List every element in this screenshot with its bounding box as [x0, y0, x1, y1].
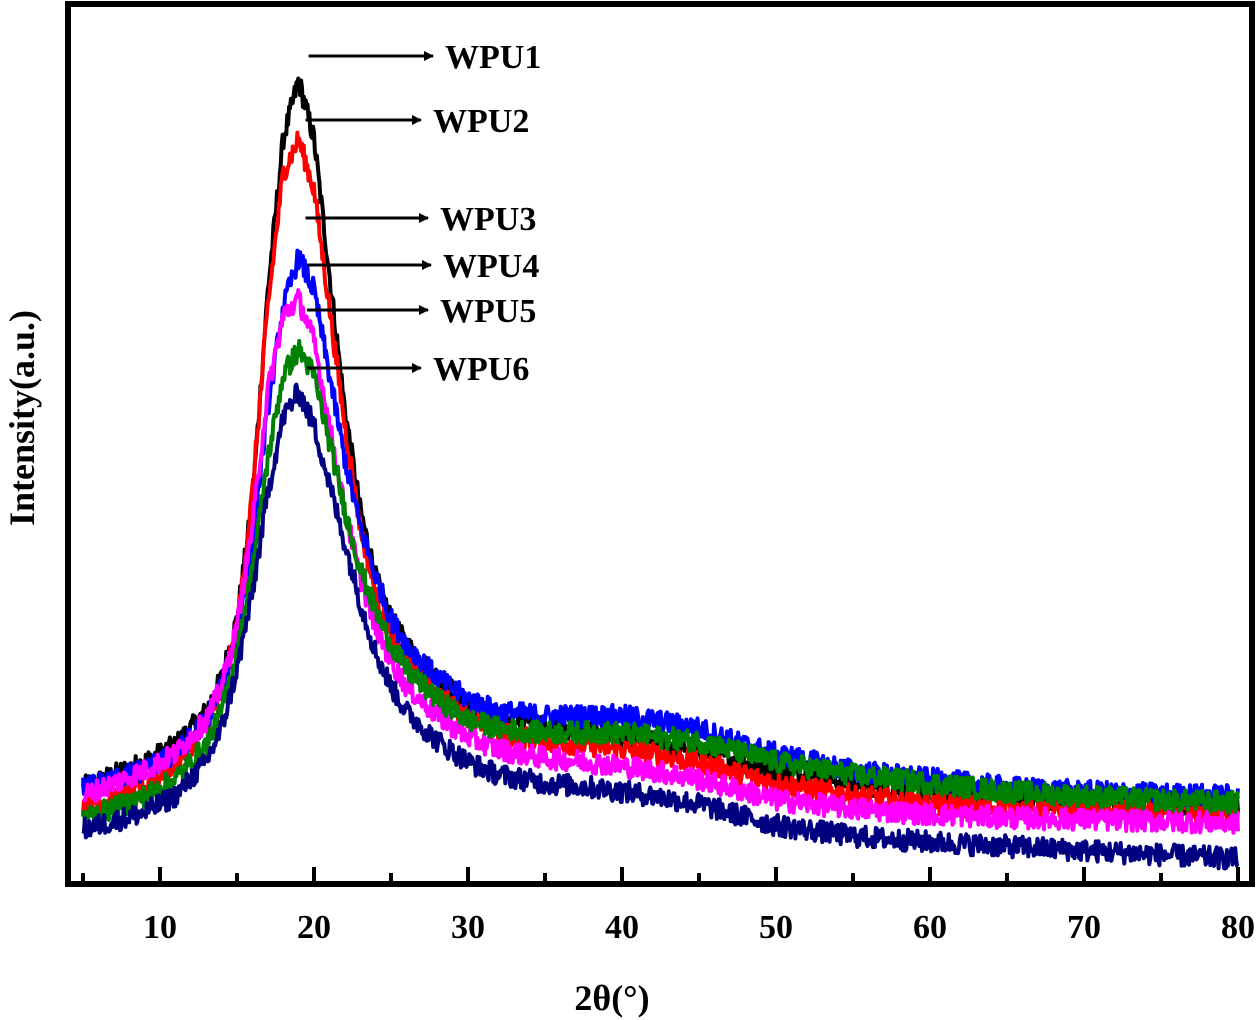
x-tick-label: 70	[1067, 909, 1101, 946]
x-tick-label: 50	[759, 909, 793, 946]
x-tick-label: 80	[1221, 909, 1255, 946]
annotation-label-wpu3: WPU3	[440, 201, 536, 238]
series-layer	[81, 76, 1240, 871]
annotation-label-wpu5: WPU5	[440, 293, 536, 330]
x-axis-title: 2θ(°)	[574, 978, 649, 1018]
x-tick-label: 40	[605, 909, 639, 946]
series-line-wpu6	[81, 382, 1240, 871]
x-tick-label: 60	[913, 909, 947, 946]
x-tick-label: 10	[143, 909, 177, 946]
series-line-wpu5	[81, 339, 1240, 825]
series-line-wpu4	[81, 288, 1240, 835]
plot-frame	[65, 1, 1255, 887]
x-axis-ticks	[81, 867, 1240, 881]
annotation-label-wpu4: WPU4	[443, 248, 539, 285]
annotation-label-wpu2: WPU2	[433, 103, 529, 140]
annotation-label-wpu1: WPU1	[445, 39, 541, 76]
x-tick-label: 30	[451, 909, 485, 946]
series-annotations: WPU1 WPU2 WPU3 WPU4 WPU5 WPU6	[305, 39, 541, 388]
y-axis-title: Intensity(a.u.)	[2, 310, 42, 526]
x-tick-label: 20	[297, 909, 331, 946]
annotation-label-wpu6: WPU6	[433, 351, 529, 388]
x-axis-tick-labels: 10 20 30 40 50 60 70 80	[143, 909, 1255, 946]
